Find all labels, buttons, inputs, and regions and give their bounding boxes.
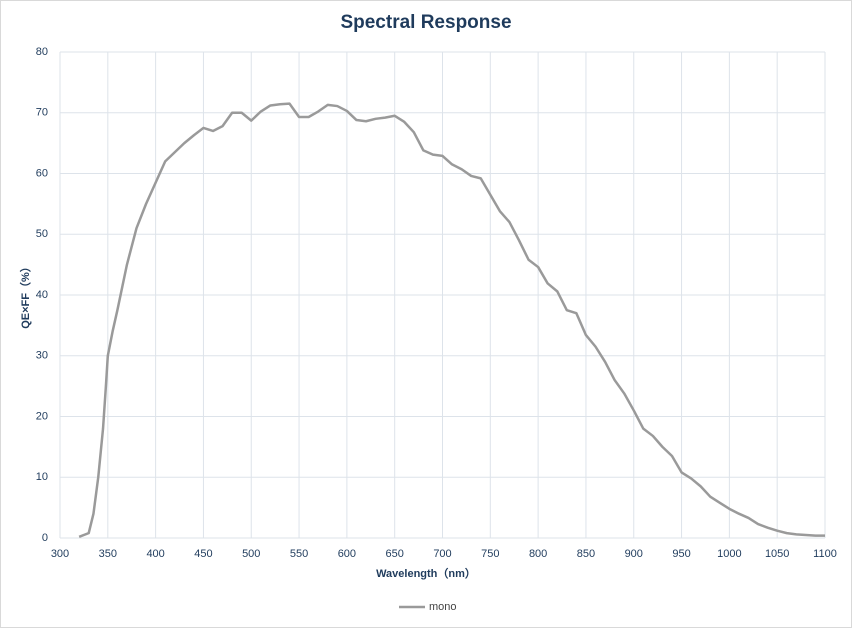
y-tick-label: 50	[36, 228, 48, 240]
y-tick-label: 70	[36, 107, 48, 119]
x-tick-label: 1000	[717, 548, 741, 560]
x-tick-label: 700	[433, 548, 451, 560]
y-tick-label: 80	[36, 46, 48, 58]
x-axis-label: Wavelength（nm）	[376, 567, 476, 580]
x-tick-label: 400	[146, 548, 164, 560]
y-tick-label: 0	[42, 532, 48, 544]
x-tick-label: 1050	[765, 548, 789, 560]
x-tick-label: 850	[577, 548, 595, 560]
y-tick-label: 40	[36, 289, 48, 301]
x-tick-label: 750	[481, 548, 499, 560]
y-tick-label: 30	[36, 350, 48, 362]
x-tick-label: 300	[51, 548, 69, 560]
x-tick-label: 650	[386, 548, 404, 560]
x-tick-label: 900	[625, 548, 643, 560]
y-tick-label: 10	[36, 471, 48, 483]
x-tick-label: 800	[529, 548, 547, 560]
x-tick-label: 550	[290, 548, 308, 560]
chart-title: Spectral Response	[340, 12, 511, 33]
data-line	[78, 102, 825, 538]
x-tick-label: 600	[338, 548, 356, 560]
x-tick-label: 950	[672, 548, 690, 560]
y-tick-label: 20	[36, 410, 48, 422]
legend-label: mono	[429, 601, 457, 613]
x-tick-label: 1100	[813, 548, 837, 560]
y-tick-label: 60	[36, 167, 48, 179]
x-tick-label: 500	[242, 548, 260, 560]
y-axis-label: QE×FF（%）	[19, 261, 32, 329]
x-tick-label: 450	[194, 548, 212, 560]
x-tick-label: 350	[99, 548, 117, 560]
